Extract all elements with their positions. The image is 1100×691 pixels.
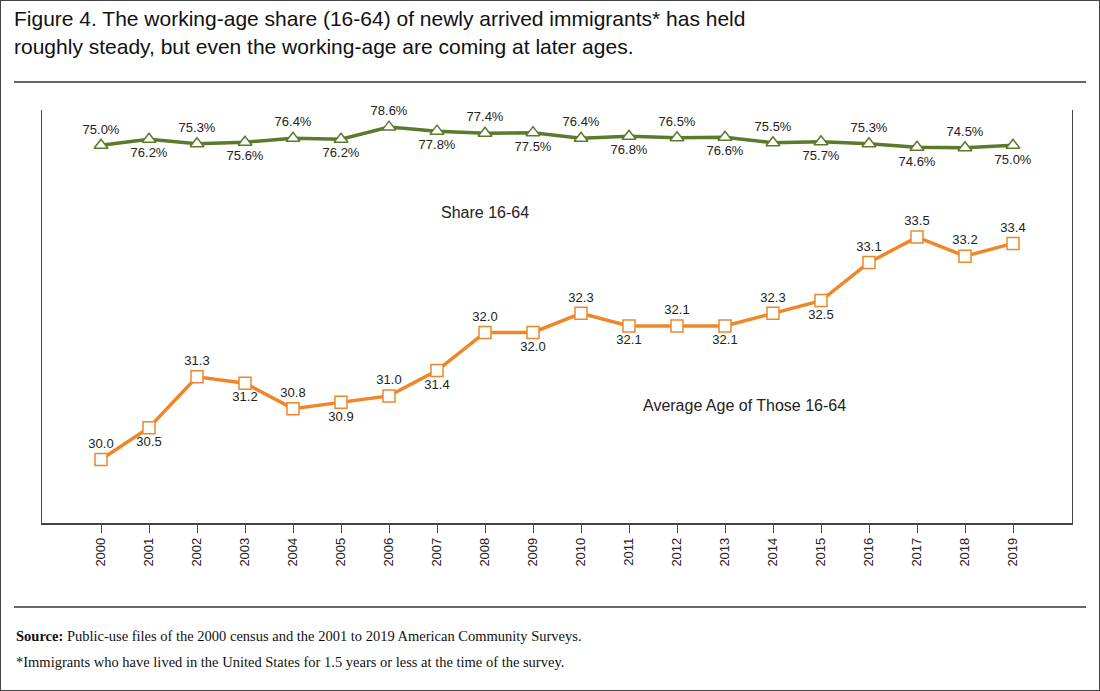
svg-text:76.4%: 76.4% bbox=[275, 114, 312, 129]
svg-text:75.3%: 75.3% bbox=[179, 120, 216, 135]
svg-text:74.6%: 74.6% bbox=[899, 154, 936, 169]
svg-text:77.8%: 77.8% bbox=[419, 137, 456, 152]
svg-text:2016: 2016 bbox=[861, 538, 876, 567]
svg-text:2006: 2006 bbox=[381, 538, 396, 567]
svg-text:2015: 2015 bbox=[813, 538, 828, 567]
svg-text:33.4: 33.4 bbox=[1000, 220, 1025, 235]
svg-text:2003: 2003 bbox=[237, 538, 252, 567]
svg-text:75.5%: 75.5% bbox=[755, 119, 792, 134]
svg-text:32.3: 32.3 bbox=[760, 290, 785, 305]
svg-text:31.3: 31.3 bbox=[184, 353, 209, 368]
svg-text:32.0: 32.0 bbox=[472, 309, 497, 324]
svg-text:32.5: 32.5 bbox=[808, 307, 833, 322]
svg-text:74.5%: 74.5% bbox=[947, 124, 984, 139]
svg-text:2019: 2019 bbox=[1005, 538, 1020, 567]
svg-text:Average Age of Those 16-64: Average Age of Those 16-64 bbox=[643, 397, 846, 414]
svg-text:76.6%: 76.6% bbox=[707, 143, 744, 158]
svg-text:77.5%: 77.5% bbox=[515, 139, 552, 154]
svg-text:75.7%: 75.7% bbox=[803, 148, 840, 163]
svg-text:2002: 2002 bbox=[189, 538, 204, 567]
svg-text:32.1: 32.1 bbox=[712, 332, 737, 347]
svg-text:2013: 2013 bbox=[717, 538, 732, 567]
svg-text:2017: 2017 bbox=[909, 538, 924, 567]
svg-text:2009: 2009 bbox=[525, 538, 540, 567]
svg-text:2004: 2004 bbox=[285, 538, 300, 567]
svg-text:2000: 2000 bbox=[93, 538, 108, 567]
svg-text:2005: 2005 bbox=[333, 538, 348, 567]
svg-text:2012: 2012 bbox=[669, 538, 684, 567]
svg-text:77.4%: 77.4% bbox=[467, 109, 504, 124]
svg-text:76.5%: 76.5% bbox=[659, 114, 696, 129]
svg-text:76.4%: 76.4% bbox=[563, 114, 600, 129]
svg-text:2010: 2010 bbox=[573, 538, 588, 567]
svg-text:Figure 4. The working-age shar: Figure 4. The working-age share (16-64) … bbox=[14, 7, 745, 57]
svg-text:Source: Public-use files of th: Source: Public-use files of the 2000 cen… bbox=[16, 628, 582, 644]
svg-text:2014: 2014 bbox=[765, 538, 780, 567]
svg-text:2008: 2008 bbox=[477, 538, 492, 567]
svg-text:33.5: 33.5 bbox=[904, 213, 929, 228]
svg-text:2007: 2007 bbox=[429, 538, 444, 567]
svg-text:31.2: 31.2 bbox=[232, 389, 257, 404]
svg-text:2001: 2001 bbox=[141, 538, 156, 567]
svg-text:76.2%: 76.2% bbox=[131, 145, 168, 160]
svg-text:30.0: 30.0 bbox=[88, 436, 113, 451]
svg-text:2018: 2018 bbox=[957, 538, 972, 567]
svg-text:30.9: 30.9 bbox=[328, 409, 353, 424]
svg-text:32.3: 32.3 bbox=[568, 290, 593, 305]
svg-text:31.4: 31.4 bbox=[424, 377, 449, 392]
svg-text:33.1: 33.1 bbox=[856, 239, 881, 254]
svg-text:32.1: 32.1 bbox=[664, 302, 689, 317]
svg-text:32.1: 32.1 bbox=[616, 332, 641, 347]
svg-text:30.5: 30.5 bbox=[136, 434, 161, 449]
svg-text:75.0%: 75.0% bbox=[995, 152, 1032, 167]
svg-text:75.0%: 75.0% bbox=[83, 122, 120, 137]
svg-text:30.8: 30.8 bbox=[280, 385, 305, 400]
svg-text:33.2: 33.2 bbox=[952, 232, 977, 247]
svg-text:75.6%: 75.6% bbox=[227, 148, 264, 163]
svg-text:76.2%: 76.2% bbox=[323, 145, 360, 160]
svg-text:2011: 2011 bbox=[621, 538, 636, 566]
svg-text:*Immigrants who have lived in: *Immigrants who have lived in the United… bbox=[16, 654, 564, 670]
svg-text:75.3%: 75.3% bbox=[851, 120, 888, 135]
svg-text:32.0: 32.0 bbox=[520, 339, 545, 354]
svg-text:76.8%: 76.8% bbox=[611, 142, 648, 157]
svg-text:31.0: 31.0 bbox=[376, 372, 401, 387]
svg-text:Share 16-64: Share 16-64 bbox=[441, 204, 529, 221]
svg-text:78.6%: 78.6% bbox=[371, 103, 408, 118]
